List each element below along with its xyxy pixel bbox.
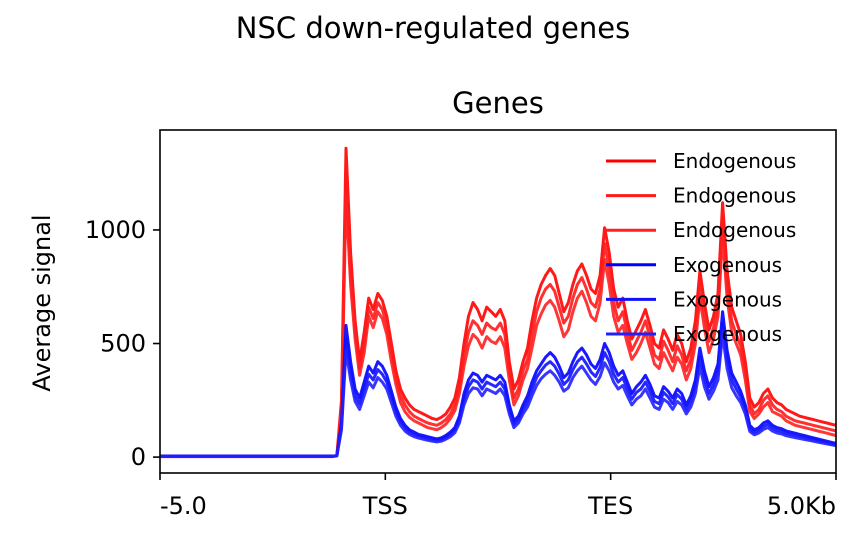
legend-label: Endogenous bbox=[673, 184, 796, 208]
y-tick-label: 500 bbox=[100, 330, 146, 358]
x-tick-label: TES bbox=[587, 492, 633, 520]
legend-label: Endogenous bbox=[673, 218, 796, 242]
x-tick-label: -5.0 bbox=[160, 492, 207, 520]
plot-area-frame bbox=[159, 129, 837, 474]
legend-label: Exogenous bbox=[673, 322, 782, 346]
series-line-6 bbox=[160, 332, 837, 458]
y-tick-label: 1000 bbox=[85, 216, 146, 244]
legend-label: Endogenous bbox=[673, 149, 796, 173]
legend: Endogenous Endogenous Endogenous Exogenous E… bbox=[606, 149, 796, 346]
y-tick-label: 0 bbox=[131, 443, 146, 471]
x-axis-ticks: -5.0 TSS TES 5.0Kb bbox=[159, 473, 837, 520]
y-axis-label: Average signal bbox=[28, 214, 56, 391]
y-axis-ticks: 0 500 1000 bbox=[85, 216, 160, 471]
x-tick-label: TSS bbox=[362, 492, 408, 520]
figure-suptitle: NSC down-regulated genes bbox=[236, 11, 630, 45]
plot-title: Genes bbox=[452, 86, 544, 120]
legend-label: Exogenous bbox=[673, 253, 782, 277]
x-tick-label: 5.0Kb bbox=[767, 492, 836, 520]
series-layer bbox=[160, 146, 837, 459]
legend-label: Exogenous bbox=[673, 287, 782, 311]
